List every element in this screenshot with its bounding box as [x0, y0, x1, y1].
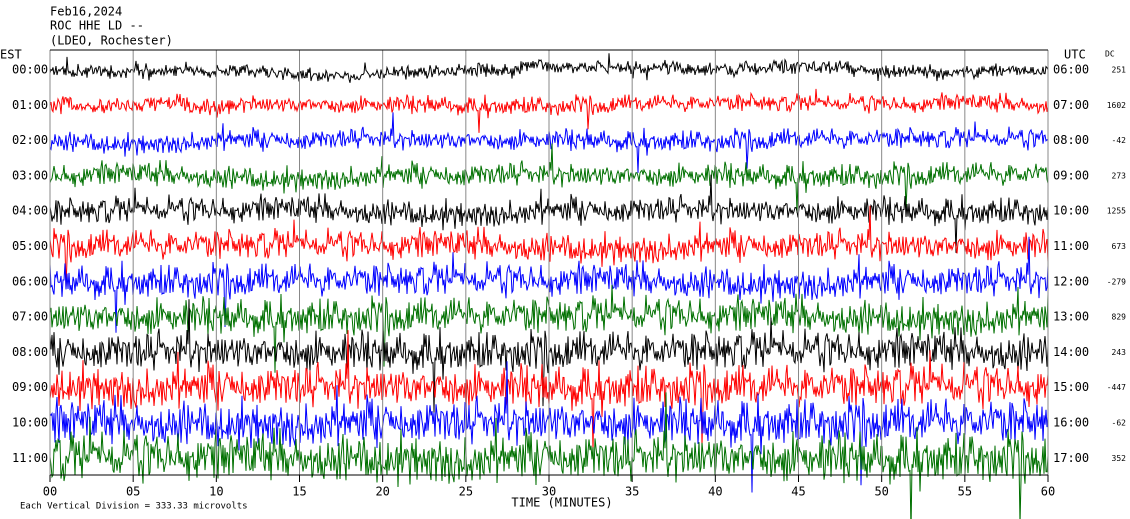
x-tick-label: 15 — [292, 485, 306, 499]
dc-value: 1602 — [1107, 101, 1126, 110]
scale-note: Each Vertical Division = 333.33 microvol… — [20, 502, 248, 512]
x-tick-label: 55 — [958, 485, 972, 499]
x-tick-label: 05 — [126, 485, 140, 499]
x-title: TIME (MINUTES) — [511, 496, 612, 510]
dc-value: -62 — [1112, 419, 1127, 428]
est-label: 04:00 — [12, 204, 48, 218]
utc-label: 09:00 — [1053, 168, 1089, 182]
station: ROC HHE LD -- — [50, 19, 144, 33]
utc-label: 06:00 — [1053, 63, 1089, 77]
dc-value: 829 — [1112, 313, 1127, 322]
x-tick-label: 20 — [375, 485, 389, 499]
est-label: 01:00 — [12, 98, 48, 112]
est-label: 07:00 — [12, 310, 48, 324]
utc-label: 16:00 — [1053, 416, 1089, 430]
est-label: 08:00 — [12, 345, 48, 359]
est-label: 00:00 — [12, 63, 48, 77]
x-tick-label: 10 — [209, 485, 223, 499]
x-tick-label: 45 — [791, 485, 805, 499]
utc-label: 14:00 — [1053, 345, 1089, 359]
utc-label: 12:00 — [1053, 274, 1089, 288]
est-label: 06:00 — [12, 274, 48, 288]
est-label: 09:00 — [12, 380, 48, 394]
x-tick-label: 00 — [43, 485, 57, 499]
dc-value: 273 — [1112, 171, 1127, 180]
dc-value: -279 — [1107, 277, 1126, 286]
x-tick-label: 35 — [625, 485, 639, 499]
date: Feb16,2024 — [50, 5, 122, 19]
est-label: 05:00 — [12, 239, 48, 253]
x-tick-label: 40 — [708, 485, 722, 499]
dc-value: 251 — [1112, 66, 1127, 75]
dc-value: 243 — [1112, 348, 1127, 357]
utc-label: 15:00 — [1053, 380, 1089, 394]
dc-value: 352 — [1112, 454, 1127, 463]
est-label: 02:00 — [12, 133, 48, 147]
x-tick-label: 25 — [459, 485, 473, 499]
dc-value: 1255 — [1107, 207, 1126, 216]
est-label: 11:00 — [12, 451, 48, 465]
left-title: EST — [0, 48, 22, 62]
dc-value: 673 — [1112, 242, 1127, 251]
dc-value: -447 — [1107, 383, 1126, 392]
x-tick-label: 30 — [542, 485, 556, 499]
utc-label: 13:00 — [1053, 310, 1089, 324]
utc-label: 17:00 — [1053, 451, 1089, 465]
traces — [49, 50, 1049, 519]
right-title: UTC — [1064, 48, 1086, 62]
utc-label: 08:00 — [1053, 133, 1089, 147]
location: (LDEO, Rochester) — [50, 34, 173, 48]
est-label: 03:00 — [12, 168, 48, 182]
x-tick-label: 60 — [1041, 485, 1055, 499]
dc-title: DC — [1105, 50, 1115, 59]
utc-label: 10:00 — [1053, 204, 1089, 218]
dc-value: -42 — [1112, 136, 1127, 145]
utc-label: 11:00 — [1053, 239, 1089, 253]
x-tick-label: 50 — [874, 485, 888, 499]
est-label: 10:00 — [12, 416, 48, 430]
utc-label: 07:00 — [1053, 98, 1089, 112]
